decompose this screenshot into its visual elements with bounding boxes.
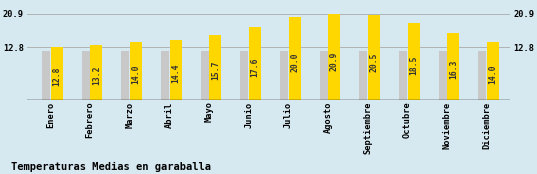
Bar <box>408 23 419 100</box>
Bar <box>399 51 407 100</box>
Bar <box>249 27 261 100</box>
Bar <box>487 42 499 100</box>
Bar <box>320 51 328 100</box>
Bar <box>170 40 182 100</box>
Text: 14.0: 14.0 <box>489 64 497 84</box>
Text: 13.2: 13.2 <box>92 66 101 85</box>
Bar <box>359 51 367 100</box>
Text: 18.5: 18.5 <box>409 56 418 75</box>
Bar <box>51 47 63 100</box>
Text: Temperaturas Medias en garaballa: Temperaturas Medias en garaballa <box>11 162 211 172</box>
Bar <box>280 51 288 100</box>
Text: 17.6: 17.6 <box>251 57 259 77</box>
Bar <box>439 51 447 100</box>
Bar <box>329 14 340 100</box>
Text: 12.8: 12.8 <box>52 66 61 86</box>
Bar <box>42 51 50 100</box>
Bar <box>121 51 129 100</box>
Text: 16.3: 16.3 <box>449 60 458 79</box>
Text: 20.5: 20.5 <box>369 52 379 72</box>
Bar <box>447 33 459 100</box>
Bar <box>161 51 169 100</box>
Bar <box>201 51 208 100</box>
Bar <box>368 15 380 100</box>
Bar <box>289 17 301 100</box>
Bar <box>209 35 221 100</box>
Text: 14.4: 14.4 <box>171 63 180 83</box>
Text: 14.0: 14.0 <box>132 64 141 84</box>
Bar <box>241 51 248 100</box>
Text: 20.9: 20.9 <box>330 51 339 71</box>
Bar <box>82 51 90 100</box>
Text: 20.0: 20.0 <box>290 53 299 73</box>
Bar <box>90 45 103 100</box>
Bar <box>130 42 142 100</box>
Bar <box>478 51 486 100</box>
Text: 15.7: 15.7 <box>211 61 220 80</box>
